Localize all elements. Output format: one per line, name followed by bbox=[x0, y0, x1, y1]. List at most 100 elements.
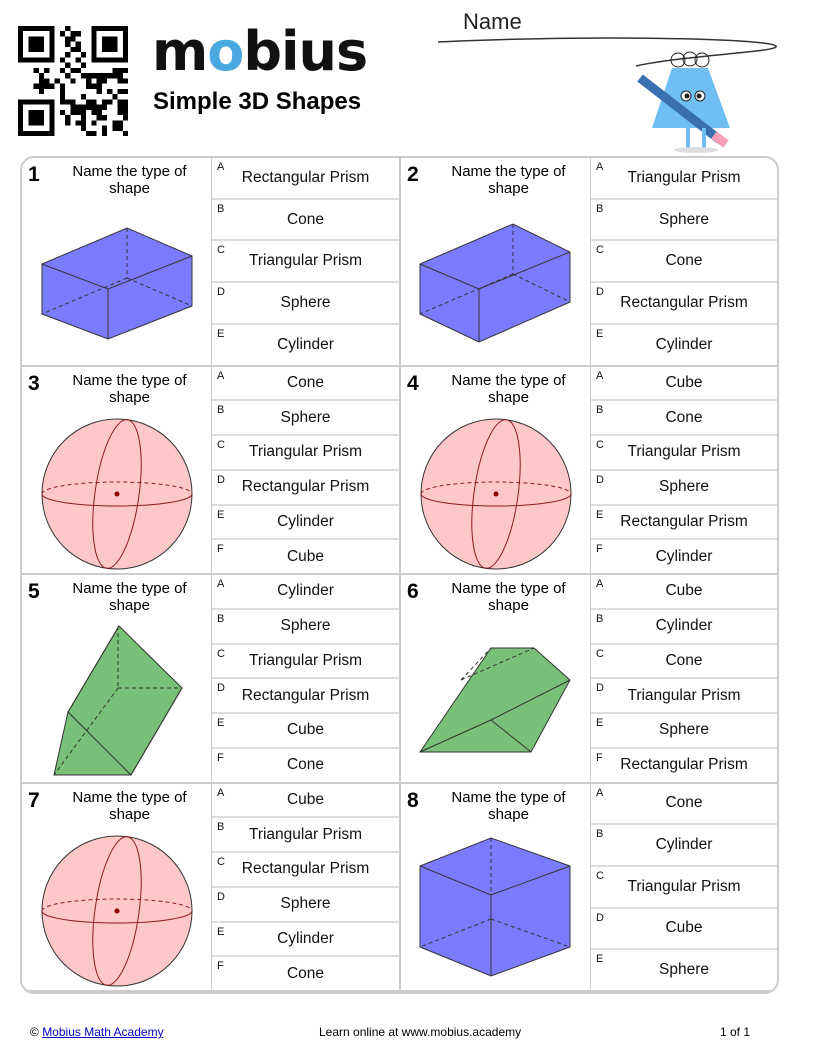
answer-option[interactable]: E Sphere bbox=[591, 714, 777, 749]
question-number: 1 bbox=[28, 163, 40, 186]
answer-option[interactable]: A Cube bbox=[591, 575, 777, 610]
name-line[interactable] bbox=[436, 30, 786, 90]
option-letter: F bbox=[217, 751, 224, 764]
answer-option[interactable]: A Rectangular Prism bbox=[212, 158, 399, 200]
answer-option[interactable]: E Cylinder bbox=[212, 506, 399, 541]
answer-option[interactable]: A Cone bbox=[212, 367, 399, 402]
answer-option[interactable]: F Rectangular Prism bbox=[591, 749, 777, 782]
option-label: Cylinder bbox=[655, 836, 713, 854]
answer-option[interactable]: F Cone bbox=[212, 957, 399, 990]
answer-option[interactable]: B Cone bbox=[591, 401, 777, 436]
question-prompt: Name the type of shape bbox=[72, 788, 187, 823]
option-letter: E bbox=[217, 717, 225, 729]
option-letter: A bbox=[217, 786, 225, 799]
question-prompt: Name the type of shape bbox=[451, 788, 566, 823]
answer-option[interactable]: C Triangular Prism bbox=[212, 241, 399, 284]
option-label: Cone bbox=[286, 964, 325, 982]
answer-option[interactable]: A Triangular Prism bbox=[591, 158, 777, 200]
answer-option[interactable]: C Triangular Prism bbox=[212, 436, 399, 471]
answer-option[interactable]: E Rectangular Prism bbox=[591, 506, 777, 541]
answer-option[interactable]: E Cube bbox=[212, 714, 399, 749]
answer-option[interactable]: B Cylinder bbox=[591, 825, 777, 867]
answer-option[interactable]: E Sphere bbox=[591, 950, 777, 990]
option-label: Cone bbox=[665, 252, 703, 270]
option-letter: F bbox=[217, 960, 224, 973]
option-label: Sphere bbox=[280, 895, 331, 913]
question-number: 7 bbox=[28, 788, 40, 812]
shape-figure-rect-prism-b bbox=[419, 223, 571, 343]
answer-option[interactable]: D Rectangular Prism bbox=[212, 679, 399, 714]
answer-option[interactable]: E Cylinder bbox=[212, 325, 399, 365]
answer-option[interactable]: A Cube bbox=[212, 784, 399, 819]
answer-option[interactable]: D Cube bbox=[591, 909, 777, 951]
answer-options-1: A Rectangular Prism B Cone C Triangular … bbox=[212, 158, 401, 367]
answer-option[interactable]: B Sphere bbox=[212, 610, 399, 645]
option-letter: A bbox=[596, 369, 604, 382]
option-label: Rectangular Prism bbox=[241, 686, 370, 704]
answer-option[interactable]: D Triangular Prism bbox=[591, 679, 777, 714]
question-grid: 1 Name the type of shape A Rectangular P… bbox=[20, 156, 779, 994]
answer-option[interactable]: C Cone bbox=[591, 645, 777, 680]
answer-option[interactable]: F Cylinder bbox=[591, 540, 777, 573]
answer-option[interactable]: D Rectangular Prism bbox=[591, 283, 777, 325]
option-label: Cube bbox=[286, 547, 325, 565]
option-label: Rectangular Prism bbox=[620, 512, 748, 530]
mascot-illustration bbox=[637, 51, 730, 153]
answer-option[interactable]: A Cone bbox=[591, 784, 777, 826]
question-prompt: Name the type of shape bbox=[72, 163, 187, 197]
answer-option[interactable]: D Rectangular Prism bbox=[212, 471, 399, 506]
answer-option[interactable]: E Cylinder bbox=[212, 923, 399, 958]
option-letter: E bbox=[217, 508, 225, 521]
option-label: Triangular Prism bbox=[248, 825, 363, 843]
answer-option[interactable]: C Triangular Prism bbox=[591, 867, 777, 909]
answer-option[interactable]: D Sphere bbox=[212, 283, 399, 325]
option-letter: D bbox=[596, 286, 604, 299]
footer-center: Learn online at www.mobius.academy bbox=[319, 1025, 522, 1039]
option-label: Triangular Prism bbox=[248, 443, 363, 461]
answer-option[interactable]: D Sphere bbox=[212, 888, 399, 923]
question-prompt: Name the type of shape bbox=[451, 163, 566, 197]
option-label: Cylinder bbox=[655, 617, 713, 635]
option-letter: C bbox=[217, 856, 225, 868]
answer-option[interactable]: F Cone bbox=[212, 749, 399, 782]
option-label: Cube bbox=[665, 919, 703, 937]
option-letter: D bbox=[217, 890, 225, 903]
option-label: Sphere bbox=[659, 961, 709, 979]
answer-option[interactable]: C Triangular Prism bbox=[591, 436, 777, 471]
option-letter: F bbox=[596, 543, 603, 556]
option-label: Triangular Prism bbox=[627, 168, 741, 186]
name-label: Name bbox=[463, 9, 522, 34]
answer-option[interactable]: B Cylinder bbox=[591, 610, 777, 645]
option-letter: C bbox=[596, 439, 604, 451]
option-letter: E bbox=[217, 327, 225, 340]
option-letter: A bbox=[217, 369, 225, 382]
answer-option[interactable]: F Cube bbox=[212, 540, 399, 573]
answer-option[interactable]: A Cylinder bbox=[212, 575, 399, 610]
answer-option[interactable]: E Cylinder bbox=[591, 325, 777, 365]
option-label: Cylinder bbox=[277, 582, 334, 600]
question-1: 1 Name the type of shape bbox=[22, 158, 212, 367]
option-letter: D bbox=[596, 682, 604, 695]
answer-option[interactable]: C Cone bbox=[591, 241, 777, 284]
answer-option[interactable]: B Triangular Prism bbox=[212, 818, 399, 853]
shape-figure-tri-prism-a bbox=[53, 625, 183, 776]
shape-figure-sphere bbox=[41, 835, 193, 986]
answer-option[interactable]: B Sphere bbox=[212, 401, 399, 436]
question-number: 2 bbox=[407, 163, 419, 186]
answer-option[interactable]: C Triangular Prism bbox=[212, 645, 399, 680]
mobius-link[interactable]: Mobius Math Academy bbox=[42, 1025, 164, 1039]
option-label: Cone bbox=[665, 651, 703, 669]
answer-option[interactable]: B Cone bbox=[212, 200, 399, 242]
answer-option[interactable]: B Sphere bbox=[591, 200, 777, 242]
answer-option[interactable]: C Rectangular Prism bbox=[212, 853, 399, 888]
question-prompt: Name the type of shape bbox=[72, 580, 187, 614]
option-letter: E bbox=[596, 717, 604, 729]
option-letter: C bbox=[217, 647, 225, 660]
option-label: Triangular Prism bbox=[248, 651, 363, 669]
option-label: Cylinder bbox=[277, 335, 334, 353]
answer-option[interactable]: D Sphere bbox=[591, 471, 777, 506]
option-label: Rectangular Prism bbox=[620, 293, 748, 311]
option-label: Cone bbox=[286, 756, 325, 774]
answer-option[interactable]: A Cube bbox=[591, 367, 777, 402]
